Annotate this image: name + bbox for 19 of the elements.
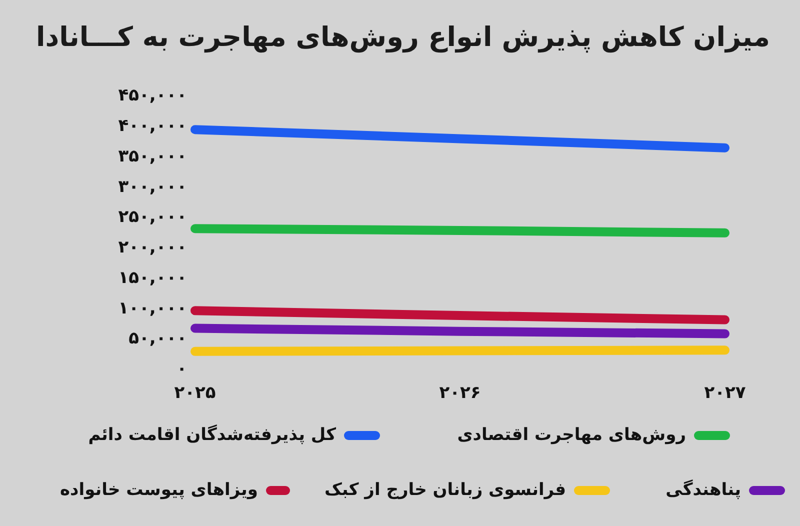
y-tick-label: ۲۰۰,۰۰۰ xyxy=(118,238,187,258)
x-tick-label: ۲۰۲۶ xyxy=(439,383,481,404)
legend-label: روش‌های مهاجرت اقتصادی xyxy=(457,425,686,445)
y-tick-label: ۲۵۰,۰۰۰ xyxy=(118,207,187,228)
y-tick-label: ۱۰۰,۰۰۰ xyxy=(118,298,187,318)
y-tick-label: ۳۰۰,۰۰۰ xyxy=(118,176,187,197)
chart-title: میزان کاهش پذیرش انواع روش‌های مهاجرت به کـــانادا xyxy=(36,22,770,53)
y-tick-label: ۳۵۰,۰۰۰ xyxy=(118,146,187,166)
y-tick-label: ۴۵۰,۰۰۰ xyxy=(118,86,187,106)
legend-label: فرانسوی زبانان خارج از کبک xyxy=(324,480,566,500)
x-tick-label: ۲۰۲۷ xyxy=(704,383,746,404)
legend-label: کل پذیرفته‌شدگان اقامت دائم xyxy=(88,425,336,445)
y-tick-label: ۰ xyxy=(176,359,187,380)
y-tick-label: ۴۰۰,۰۰۰ xyxy=(118,116,187,136)
x-tick-label: ۲۰۲۵ xyxy=(174,383,216,404)
y-tick-label: ۱۵۰,۰۰۰ xyxy=(118,268,187,288)
legend-label: ویزاهای پیوست خانواده xyxy=(60,480,258,500)
y-tick-label: ۵۰,۰۰۰ xyxy=(128,328,187,349)
legend-label: پناهندگی xyxy=(666,480,741,500)
